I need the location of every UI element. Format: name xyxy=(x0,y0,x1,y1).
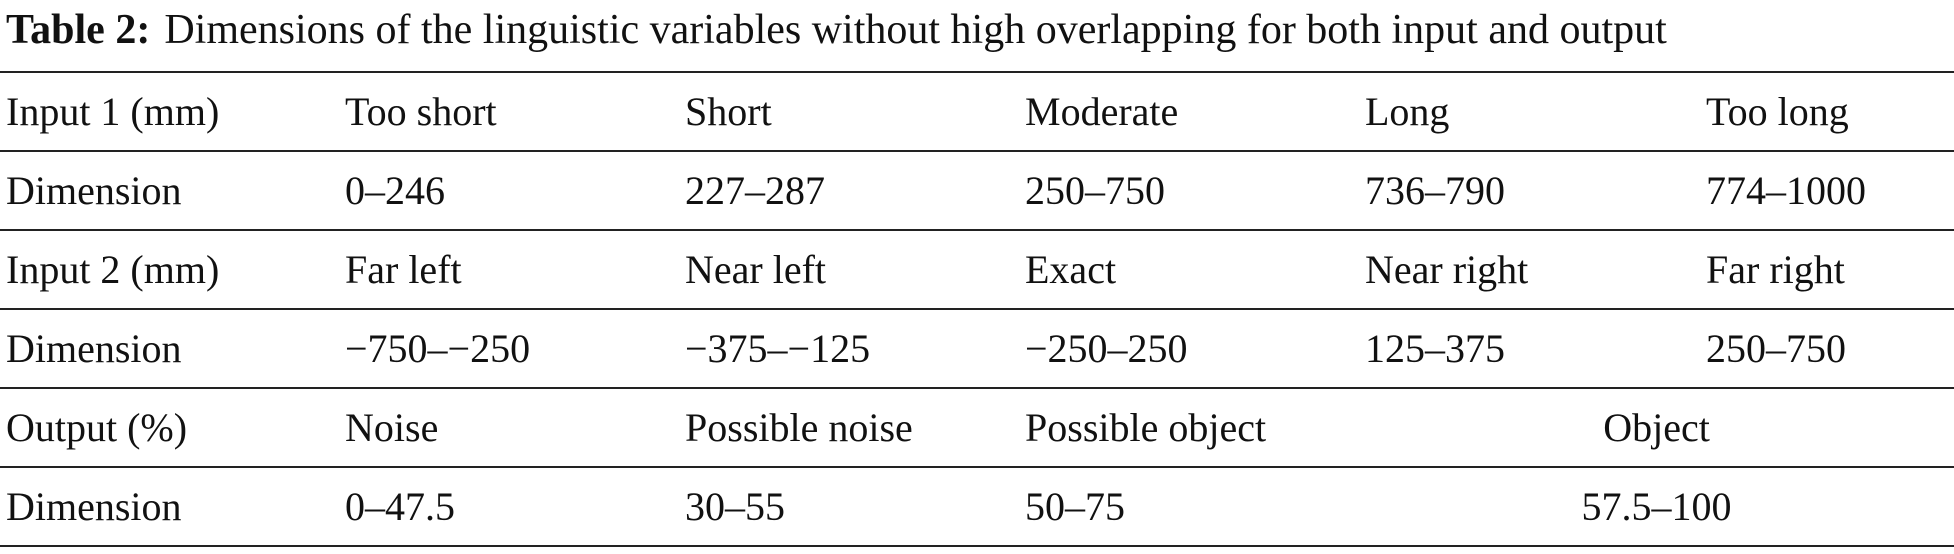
table-row: Dimension −750–−250 −375–−125 −250–250 125–3… xyxy=(0,308,1954,388)
table-row: Dimension 0–246 227–287 250–750 736–790 774–1… xyxy=(0,150,1954,230)
table-cell: −750–−250 xyxy=(339,308,679,388)
table-cell: Too long xyxy=(1700,71,1954,151)
table-cell: 50–75 xyxy=(1019,466,1359,547)
row-header: Dimension xyxy=(0,308,339,388)
row-header: Dimension xyxy=(0,466,339,547)
table-cell: 57.5–100 xyxy=(1359,466,1954,547)
table-cell: 0–246 xyxy=(339,150,679,230)
table-cell: 250–750 xyxy=(1700,308,1954,388)
table-cell: 774–1000 xyxy=(1700,150,1954,230)
table-row: Input 2 (mm) Far left Near left Exact Near r… xyxy=(0,229,1954,309)
row-header: Input 2 (mm) xyxy=(0,229,339,309)
caption-text: Dimensions of the linguistic variables w… xyxy=(164,7,1667,53)
row-header: Dimension xyxy=(0,150,339,230)
table-caption: Table 2: Dimensions of the linguistic var… xyxy=(6,0,1667,68)
table-cell: Too short xyxy=(339,71,679,151)
table: Input 1 (mm) Too short Short Moderate Long To… xyxy=(0,71,1954,547)
table-cell: Long xyxy=(1359,71,1700,151)
table-cell: Possible object xyxy=(1019,387,1359,467)
table-cell: Far left xyxy=(339,229,679,309)
caption-label: Table 2: xyxy=(6,7,151,53)
table-cell: 250–750 xyxy=(1019,150,1359,230)
table-cell: Noise xyxy=(339,387,679,467)
table-cell: 125–375 xyxy=(1359,308,1700,388)
table-cell: 227–287 xyxy=(679,150,1019,230)
table-cell: Possible noise xyxy=(679,387,1019,467)
table-row: Output (%) Noise Possible noise Possible ob… xyxy=(0,387,1954,467)
table-row: Input 1 (mm) Too short Short Moderate Long To… xyxy=(0,71,1954,151)
table-cell: −250–250 xyxy=(1019,308,1359,388)
table-cell: Far right xyxy=(1700,229,1954,309)
table-cell: Exact xyxy=(1019,229,1359,309)
table-cell: 30–55 xyxy=(679,466,1019,547)
table-row: Dimension 0–47.5 30–55 50–75 57.5–100 xyxy=(0,466,1954,547)
table-cell: 736–790 xyxy=(1359,150,1700,230)
table-cell: Object xyxy=(1359,387,1954,467)
table-cell: Near right xyxy=(1359,229,1700,309)
table-cell: Near left xyxy=(679,229,1019,309)
table-cell: Moderate xyxy=(1019,71,1359,151)
table-cell: −375–−125 xyxy=(679,308,1019,388)
row-header: Input 1 (mm) xyxy=(0,71,339,151)
row-header: Output (%) xyxy=(0,387,339,467)
table-cell: Short xyxy=(679,71,1019,151)
table-cell: 0–47.5 xyxy=(339,466,679,547)
